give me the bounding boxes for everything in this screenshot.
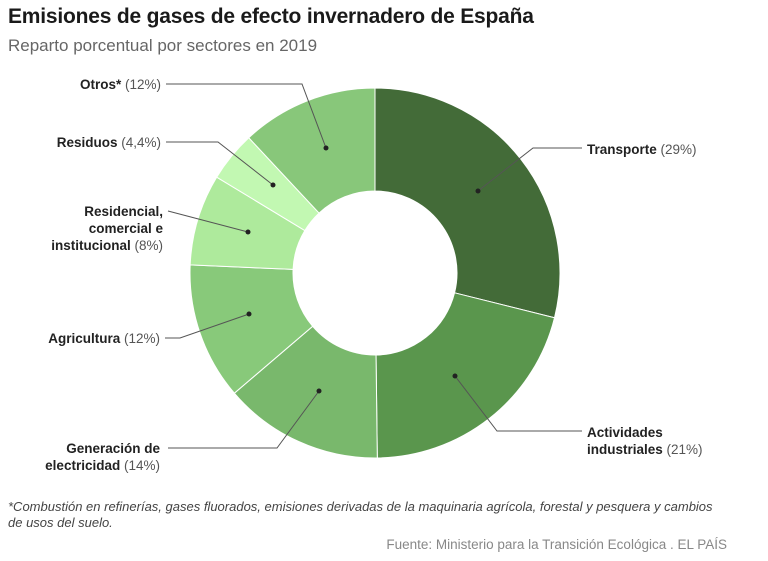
label-name: Actividades [587, 425, 663, 440]
leader-dots [245, 145, 481, 394]
label-pct: (12%) [124, 77, 161, 92]
leader-line-otros [166, 83, 327, 149]
leader-dot-generacion [316, 388, 322, 394]
label-name: Generación de [66, 441, 160, 456]
label-pct: (14%) [123, 458, 160, 473]
leader-line-residuos [166, 141, 274, 186]
chart-subtitle: Reparto porcentual por sectores en 2019 [8, 36, 318, 55]
leader-dot-otros [323, 145, 329, 151]
source-credit: Fuente: Ministerio para la Transición Ec… [386, 537, 727, 552]
label-pct: (12%) [123, 331, 160, 346]
label-pct: (29%) [660, 142, 697, 157]
leader-lines [165, 83, 582, 449]
label-name: Residuos [56, 135, 118, 150]
label-actividades: Actividades industriales (21%) [587, 424, 703, 458]
label-otros: Otros* (12%) [80, 76, 161, 93]
label-pct: (4,4%) [121, 135, 161, 150]
label-name: Residencial, [84, 204, 163, 219]
leader-line-generacion [168, 390, 320, 449]
label-name: comercial e [88, 221, 163, 236]
label-name: electricidad [45, 458, 121, 473]
leader-line-transporte [477, 147, 582, 192]
donut-slice-otros [248, 87, 376, 214]
leader-dot-transporte [475, 188, 481, 194]
label-name: institucional [51, 238, 131, 253]
leader-dot-agricultura [246, 311, 252, 317]
leader-line-agricultura [165, 313, 250, 339]
label-generacion: Generación de electricidad (14%) [45, 440, 160, 474]
leader-line-residencial [167, 210, 249, 233]
leader-dot-residuos [270, 182, 276, 188]
label-pct: (8%) [134, 238, 163, 253]
donut-slice-transporte [374, 87, 561, 319]
label-name: Transporte [587, 142, 657, 157]
leader-dot-residencial [245, 229, 251, 235]
label-agricultura: Agricultura (12%) [48, 330, 160, 347]
label-name: Otros* [79, 77, 122, 92]
footnote: *Combustión en refinerías, gases fluorad… [8, 499, 713, 530]
leader-dot-actividades [452, 373, 458, 379]
label-name: Agricultura [48, 331, 121, 346]
label-residuos: Residuos (4,4%) [57, 134, 161, 151]
label-transporte: Transporte (29%) [587, 141, 697, 158]
donut-slice-generacion [233, 325, 378, 459]
label-pct: (21%) [666, 442, 703, 457]
leader-line-actividades [454, 375, 582, 432]
chart-title: Emisiones de gases de efecto invernadero… [8, 5, 534, 28]
label-residencial: Residencial, comercial e institucional (… [51, 203, 163, 254]
label-name: industriales [587, 442, 663, 457]
donut-slice-actividades [375, 292, 556, 459]
